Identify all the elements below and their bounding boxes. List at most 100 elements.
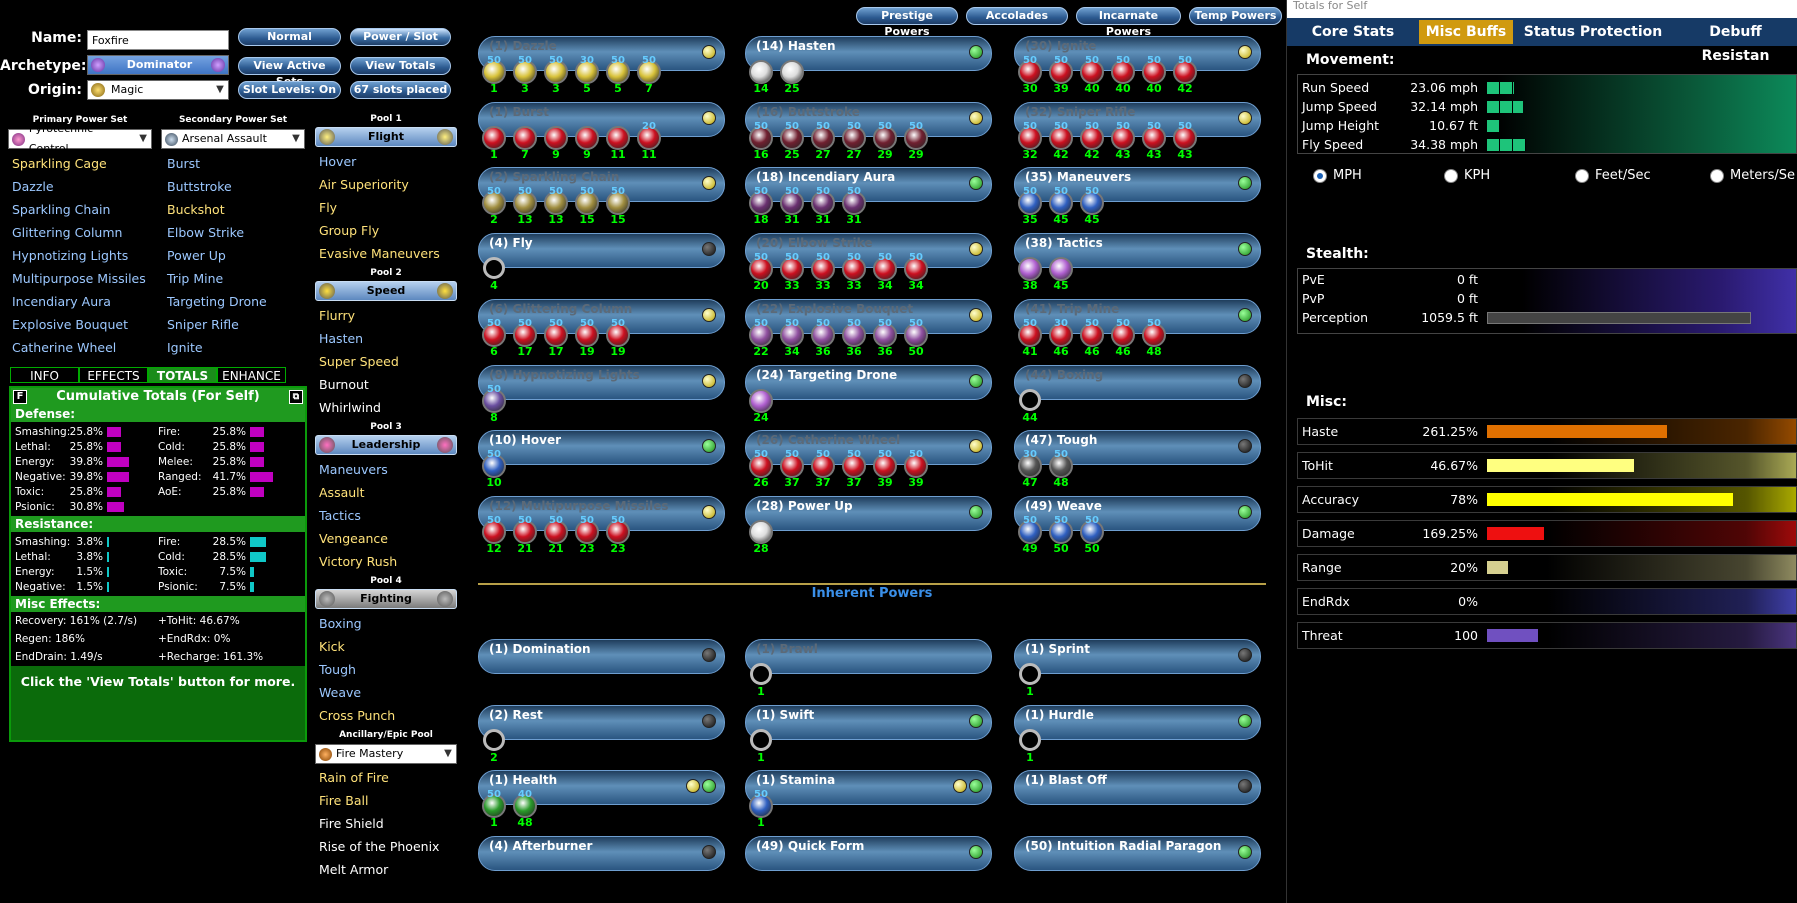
power-slot-boxing[interactable]: (44) Boxing [1014, 364, 1261, 400]
empty-slot-icon[interactable] [483, 728, 505, 751]
power-targeting-drone[interactable]: Targeting Drone [167, 294, 267, 309]
enhancement-icon[interactable] [482, 125, 506, 150]
enhancement-icon[interactable] [1018, 125, 1042, 150]
enhancement-icon[interactable] [811, 322, 835, 347]
enhancement-icon[interactable] [842, 454, 866, 479]
enhancement-icon[interactable] [544, 322, 568, 347]
enhancement-icon[interactable] [606, 519, 630, 544]
enhancement-icon[interactable] [482, 191, 506, 216]
power-slot-power-up[interactable]: (28) Power Up [745, 495, 992, 531]
enhancement-icon[interactable] [842, 257, 866, 282]
power-tough[interactable]: Tough [319, 662, 356, 677]
enhancement-icon[interactable] [842, 322, 866, 347]
accolades-tab[interactable]: Accolades [966, 7, 1068, 25]
inherent-slot-quick-form[interactable]: (49) Quick Form [745, 836, 992, 872]
power-sniper-rifle[interactable]: Sniper Rifle [167, 317, 239, 332]
enhancement-icon[interactable] [873, 454, 897, 479]
enhancement-icon[interactable] [482, 519, 506, 544]
enhancement-icon[interactable] [749, 322, 773, 347]
power-melt-armor[interactable]: Melt Armor [319, 862, 389, 877]
archetype-select[interactable]: Dominator [87, 55, 229, 75]
power-incendiary-aura[interactable]: Incendiary Aura [12, 294, 111, 309]
enhancement-icon[interactable] [873, 322, 897, 347]
power-hypnotizing-lights[interactable]: Hypnotizing Lights [12, 248, 129, 263]
power-glittering-column[interactable]: Glittering Column [12, 225, 123, 240]
inherent-slot-stamina[interactable]: (1) Stamina [745, 770, 992, 806]
enhancement-icon[interactable] [1049, 454, 1073, 479]
enhancement-icon[interactable] [575, 60, 599, 84]
enhancement-icon[interactable] [780, 257, 804, 282]
power-trip-mine[interactable]: Trip Mine [167, 271, 224, 286]
enhancement-icon[interactable] [544, 60, 568, 84]
enhancement-icon[interactable] [1018, 454, 1042, 479]
power-hover[interactable]: Hover [319, 154, 357, 169]
enhancement-icon[interactable] [1173, 60, 1197, 84]
power-buckshot[interactable]: Buckshot [167, 202, 225, 217]
power-slot-dazzle[interactable]: (1) Dazzle [478, 36, 725, 71]
enhancement-icon[interactable] [904, 454, 928, 479]
enhancement-icon[interactable] [544, 519, 568, 544]
enhancement-icon[interactable] [749, 60, 773, 84]
inherent-slot-afterburner[interactable]: (4) Afterburner [478, 836, 725, 872]
power-slot-hover[interactable]: (10) Hover [478, 430, 725, 466]
empty-slot-icon[interactable] [750, 728, 772, 751]
power-power-up[interactable]: Power Up [167, 248, 226, 263]
enhancement-icon[interactable] [780, 191, 804, 216]
enhancement-icon[interactable] [904, 257, 928, 282]
power-vengeance[interactable]: Vengeance [319, 531, 388, 546]
f-toggle[interactable]: F [13, 390, 27, 404]
pool-leadership-select[interactable]: Leadership [315, 435, 457, 455]
enhancement-icon[interactable] [842, 125, 866, 150]
power-dazzle[interactable]: Dazzle [12, 179, 54, 194]
tab-debuff-resistance[interactable]: Debuff Resistan [1673, 20, 1797, 64]
power-slot-elbow-strike[interactable]: (20) Elbow Strike [745, 233, 992, 269]
enhancement-icon[interactable] [1049, 191, 1073, 216]
power-catherine-wheel[interactable]: Catherine Wheel [12, 340, 117, 355]
enhancement-icon[interactable] [606, 60, 630, 84]
enhancement-icon[interactable] [749, 257, 773, 282]
power-fire-shield[interactable]: Fire Shield [319, 816, 384, 831]
power-slot-tactics[interactable]: (38) Tactics [1014, 233, 1261, 269]
inherent-slot-brawl[interactable]: (1) Brawl [745, 639, 992, 674]
enhancement-icon[interactable] [749, 125, 773, 150]
enhancement-icon[interactable] [1142, 125, 1166, 150]
enhancement-icon[interactable] [637, 125, 661, 150]
enhancement-icon[interactable] [1173, 125, 1197, 150]
enhancement-icon[interactable] [749, 388, 773, 413]
power-fly[interactable]: Fly [319, 200, 338, 215]
name-field[interactable]: Foxfire [87, 30, 229, 50]
power-air-superiority[interactable]: Air Superiority [319, 177, 409, 192]
power-burst[interactable]: Burst [167, 156, 201, 171]
tab-totals[interactable]: TOTALS [148, 367, 217, 383]
pool-flight-select[interactable]: Flight [315, 127, 457, 147]
enhancement-icon[interactable] [811, 191, 835, 216]
tab-status-protection[interactable]: Status Protection [1513, 20, 1673, 44]
power-whirlwind[interactable]: Whirlwind [319, 400, 381, 415]
origin-select[interactable]: Magic ▼ [87, 80, 229, 100]
enhancement-icon[interactable] [1018, 519, 1042, 544]
power-fire-ball[interactable]: Fire Ball [319, 793, 369, 808]
enhancement-icon[interactable] [842, 191, 866, 216]
enhancement-icon[interactable] [1080, 519, 1104, 544]
enhancement-icon[interactable] [513, 125, 537, 150]
power-group-fly[interactable]: Group Fly [319, 223, 380, 238]
power-slot-hypnotizing-lights[interactable]: (8) Hypnotizing Lights [478, 364, 725, 400]
enhancement-icon[interactable] [1018, 257, 1042, 282]
power-sparkling-cage[interactable]: Sparkling Cage [12, 156, 107, 171]
power-elbow-strike[interactable]: Elbow Strike [167, 225, 245, 240]
empty-slot-icon[interactable] [750, 663, 772, 685]
enhancement-icon[interactable] [513, 322, 537, 347]
view-totals-button[interactable]: View Totals [350, 57, 451, 75]
enhancement-icon[interactable] [1080, 191, 1104, 216]
enhancement-icon[interactable] [780, 125, 804, 150]
enhancement-icon[interactable] [1080, 125, 1104, 150]
enhancement-icon[interactable] [749, 794, 773, 819]
power-slot-incendiary-aura[interactable]: (18) Incendiary Aura [745, 167, 992, 203]
power-slot-explosive-bouquet[interactable]: (22) Explosive Bouquet [745, 298, 992, 334]
enhancement-icon[interactable] [811, 125, 835, 150]
enhancement-icon[interactable] [1111, 125, 1135, 150]
enhancement-icon[interactable] [1142, 60, 1166, 84]
tab-core-stats[interactable]: Core Stats [1287, 20, 1419, 44]
incarnate-powers-tab[interactable]: Incarnate Powers [1076, 7, 1181, 38]
power-slot-fly[interactable]: (4) Fly [478, 233, 725, 269]
